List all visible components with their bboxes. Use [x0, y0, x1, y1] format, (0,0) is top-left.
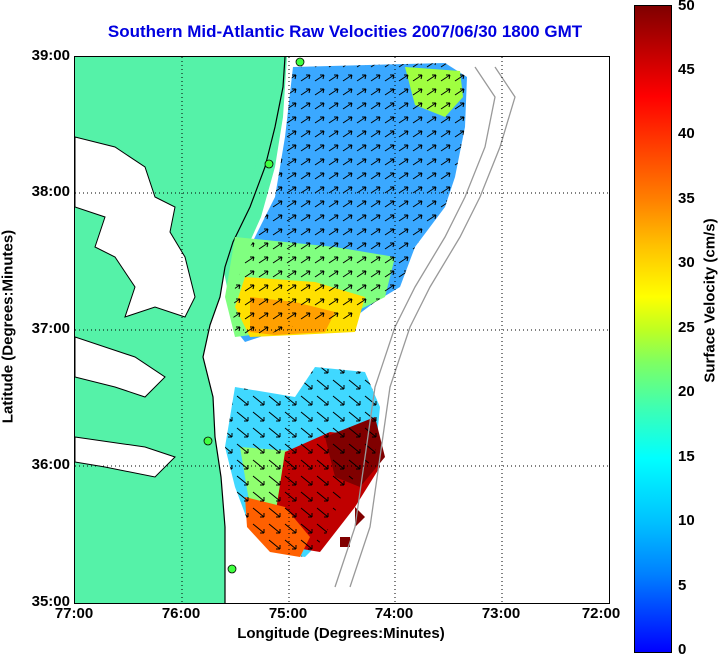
y-tick-label: 35:00 [31, 593, 70, 610]
radar-site-marker [227, 564, 237, 574]
bay-inlets [75, 336, 176, 478]
colorbar-tick: 45 [678, 61, 695, 78]
graticule [75, 57, 609, 603]
colorbar-tick: 0 [678, 641, 687, 658]
map-title: Southern Mid-Atlantic Raw Velocities 200… [107, 22, 583, 41]
colorbar-label: Surface Velocity (cm/s) [701, 218, 719, 383]
y-tick-label: 38:00 [31, 183, 70, 200]
colorbar-tick: 20 [678, 383, 695, 400]
x-tick-label: 74:00 [374, 605, 414, 622]
colorbar-tick: 10 [678, 512, 695, 529]
map-canvas [75, 57, 609, 603]
y-tick-label: 37:00 [31, 320, 70, 337]
colorbar [634, 5, 672, 653]
map-plot-area [74, 56, 610, 604]
stray-cell [340, 537, 350, 547]
y-tick-label: 36:00 [31, 456, 70, 473]
radar-site-marker [264, 159, 274, 169]
y-tick-label: 39:00 [31, 47, 70, 64]
colorbar-tick: 50 [678, 0, 695, 14]
colorbar-tick: 25 [678, 319, 695, 336]
isobath-contour-2 [349, 66, 516, 588]
x-tick-label: 76:00 [161, 605, 201, 622]
x-tick-label: 72:00 [581, 605, 621, 622]
x-tick-label: 77:00 [54, 605, 94, 622]
colorbar-tick: 30 [678, 254, 695, 271]
x-axis-label: Longitude (Degrees:Minutes) [237, 625, 445, 642]
isobath-contour [334, 66, 496, 588]
colorbar-tick: 5 [678, 577, 687, 594]
radar-site-marker [203, 436, 213, 446]
x-tick-label: 73:00 [481, 605, 521, 622]
x-tick-label: 75:00 [268, 605, 308, 622]
colorbar-tick: 40 [678, 125, 695, 142]
radar-site-marker [295, 57, 305, 67]
colorbar-tick: 15 [678, 448, 695, 465]
y-axis-label: Latitude (Degrees:Minutes) [0, 229, 17, 424]
coastline [202, 57, 286, 603]
bay-water [75, 136, 196, 318]
colorbar-tick: 35 [678, 190, 695, 207]
